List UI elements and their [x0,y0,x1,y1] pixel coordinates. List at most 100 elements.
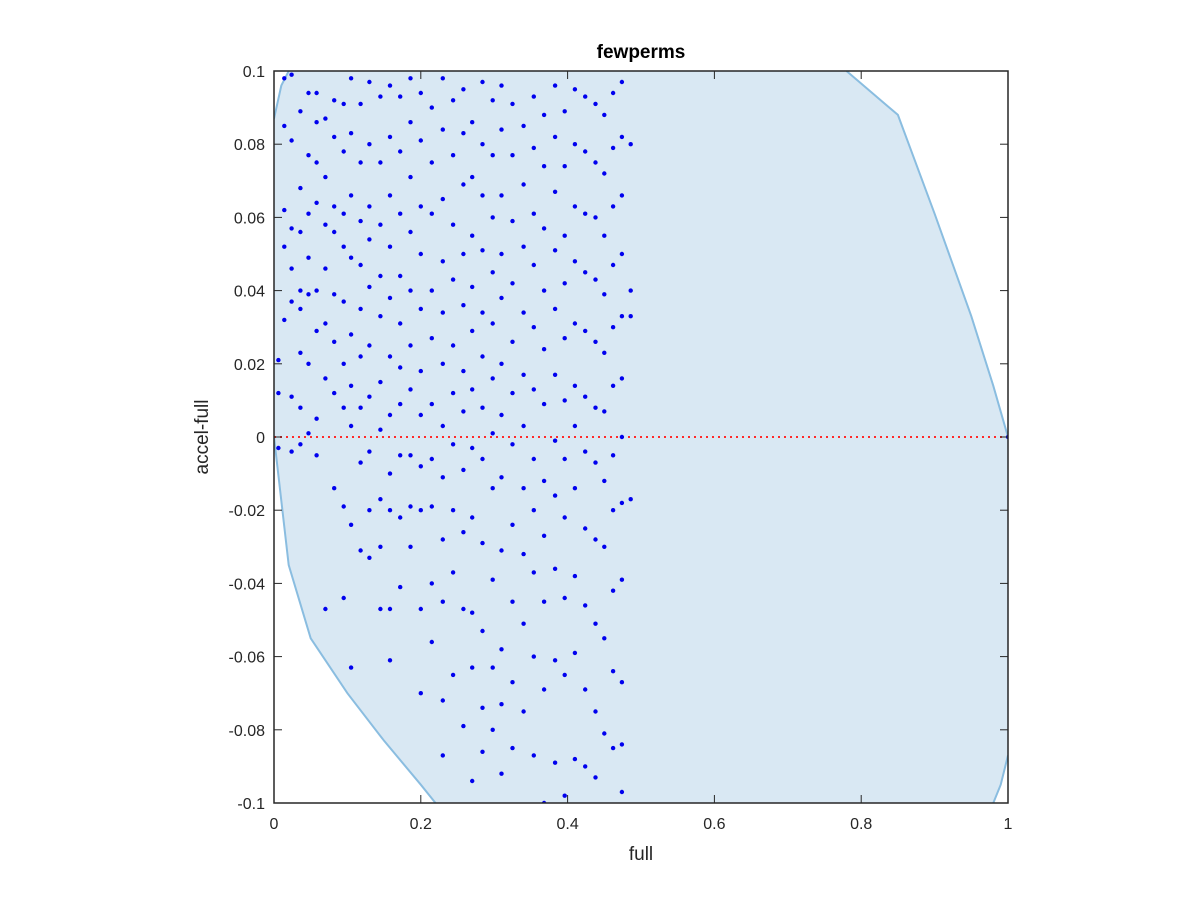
data-point [332,390,337,396]
data-point [480,405,485,410]
data-point [289,266,294,271]
data-point [602,544,607,549]
data-point [593,101,598,107]
data-point [282,317,287,323]
data-point [531,508,536,513]
data-point [552,760,558,765]
data-point [418,412,423,418]
data-point [398,401,403,407]
data-point [378,94,383,99]
data-point [583,764,588,769]
data-point [323,321,328,326]
data-point [541,112,547,118]
data-point [429,639,434,645]
data-point [480,79,485,85]
data-point [619,680,625,685]
data-point [323,174,328,180]
data-point [461,303,466,308]
data-point [470,610,475,615]
data-point [499,647,504,652]
data-point [593,621,598,626]
data-point [358,548,363,553]
data-point [358,262,363,268]
x-tick-label: 0.2 [410,816,432,833]
data-point [470,328,475,334]
data-point [398,515,403,520]
data-point [521,372,526,377]
data-point [562,456,567,462]
data-point [552,134,558,140]
data-point [408,544,413,549]
data-point [602,409,607,414]
data-point [387,412,393,418]
data-point [572,423,578,429]
data-point [619,789,625,795]
data-point [552,658,558,663]
data-point [298,229,303,235]
data-point [499,412,504,418]
data-point [480,310,485,315]
data-point [531,570,536,575]
data-point [418,508,423,513]
data-point [398,321,403,326]
data-point [610,745,616,751]
data-point [572,486,578,491]
data-point [510,153,515,158]
data-point [470,174,475,180]
data-point [429,211,434,216]
data-point [499,702,504,707]
data-point [541,687,547,692]
data-point [531,753,536,758]
data-point [408,229,413,235]
data-point [531,262,536,268]
data-point [610,262,616,268]
data-point [289,138,294,143]
data-point [429,160,434,165]
data-point [440,423,445,429]
data-point [367,394,372,399]
data-point [541,347,547,352]
data-point [470,665,475,670]
data-point [440,310,445,315]
data-point [429,105,434,110]
data-point [387,508,393,513]
data-point [387,244,393,249]
data-point [367,449,372,454]
data-point [499,548,504,553]
data-point [552,493,558,498]
data-point [398,584,403,590]
data-point [398,273,403,279]
data-point [341,405,346,410]
x-tick-label: 0.4 [556,816,578,833]
data-point [619,742,625,747]
data-point [418,251,423,257]
data-point [332,134,337,140]
data-point [531,145,536,151]
data-point [490,153,495,158]
data-point [461,87,466,92]
data-point [440,76,445,81]
data-point [572,383,578,388]
data-point [341,361,346,366]
data-point [583,687,588,692]
data-point [499,771,504,776]
y-tick-label: -0.02 [229,503,266,520]
data-point [450,222,456,227]
data-point [341,211,346,216]
x-tick-label: 0 [270,816,279,833]
data-point [450,277,456,282]
data-point [387,354,393,359]
data-point [572,650,578,656]
region-edge-bottom-right [992,755,1008,803]
y-tick-label: -0.06 [229,650,266,667]
data-point [490,321,495,326]
data-point [440,698,445,703]
data-point [289,394,294,399]
data-point [499,475,504,480]
data-point [490,665,495,670]
data-point [306,211,311,216]
data-point [348,423,354,429]
data-point [408,387,413,392]
y-tick-label: 0 [256,430,265,447]
